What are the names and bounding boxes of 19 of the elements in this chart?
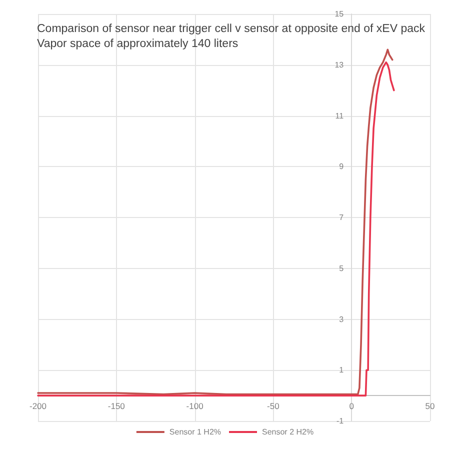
text: Vapor space of approximately 140 liters [37, 38, 238, 50]
y-tick-label: 7 [339, 213, 344, 222]
x-tick-label: -200 [29, 401, 47, 412]
y-tick-label: 5 [339, 264, 344, 273]
x-tick-label: 50 [425, 401, 435, 412]
y-tick-label: 11 [335, 111, 344, 120]
legend-label: Sensor 2 H2% [262, 428, 314, 436]
text: Comparison of sensor near trigger cell v sensor at opposite end of xEV pack [37, 23, 426, 35]
x-tick-label: -50 [267, 401, 280, 412]
y-tick-label: -1 [336, 416, 344, 426]
legend-label: Sensor 1 H2% [169, 428, 222, 436]
x-tick-label: -100 [186, 401, 204, 412]
x-tick-label: -150 [108, 401, 126, 412]
y-tick-label: 3 [339, 314, 344, 324]
y-tick-label: 15 [334, 10, 344, 18]
y-tick-label: 1 [339, 366, 344, 375]
y-tick-label: 13 [334, 60, 344, 70]
x-tick-label: 0 [349, 401, 354, 412]
y-tick-label: 9 [339, 162, 344, 172]
